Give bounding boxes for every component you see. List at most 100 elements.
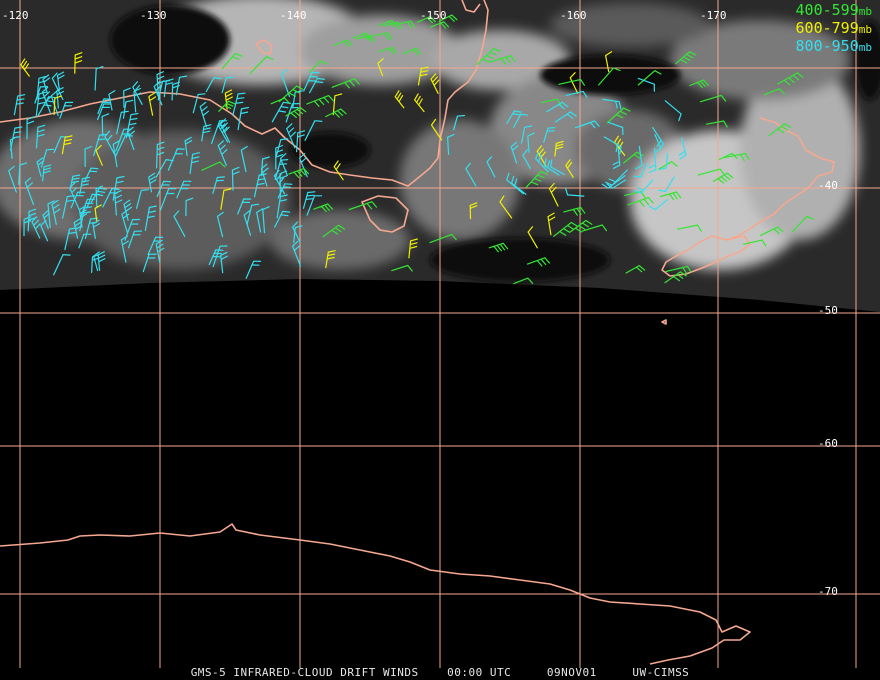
barb-shape (218, 100, 236, 112)
barb-shape (391, 264, 413, 272)
wind-barb (148, 92, 157, 116)
wind-barb (156, 180, 172, 198)
barb-shape (231, 166, 240, 191)
barb-shape (309, 77, 325, 94)
barb-shape (279, 153, 288, 177)
barb-shape (697, 168, 725, 176)
wind-barb (768, 123, 792, 137)
barb-shape (18, 162, 28, 185)
wind-barb (10, 126, 23, 151)
barb-shape (675, 51, 697, 65)
wind-barb (59, 101, 74, 119)
wind-barb (547, 212, 556, 236)
lon-label: -150 (420, 9, 447, 22)
barb-shape (633, 179, 654, 194)
barb-shape (114, 190, 123, 216)
wind-barb (217, 119, 229, 143)
barb-shape (743, 239, 767, 247)
wind-barb (648, 147, 657, 174)
wind-barb (689, 79, 709, 89)
barb-shape (163, 78, 174, 98)
barb-shape (216, 211, 224, 238)
wind-barb (86, 193, 100, 209)
wind-barb (712, 172, 734, 184)
wind-barb (221, 76, 234, 94)
wind-barb (185, 197, 194, 217)
wind-barb (429, 233, 457, 244)
barb-shape (331, 78, 360, 89)
wind-barb (325, 250, 336, 269)
wind-barb (212, 245, 228, 268)
wind-barb (56, 87, 65, 109)
barb-shape (53, 95, 62, 115)
barb-shape (513, 277, 534, 285)
barb-shape (612, 148, 621, 169)
wind-barb (26, 116, 35, 140)
barb-shape (97, 98, 112, 115)
wind-barb (121, 209, 130, 234)
legend-range: 600-799 (795, 19, 859, 37)
legend-item-800-950: 800-950mb (796, 38, 872, 56)
wind-barb (414, 93, 425, 113)
wind-barb (220, 188, 232, 210)
wind-barb (550, 159, 565, 176)
wind-barb (36, 157, 45, 177)
barb-shape (95, 185, 104, 209)
barb-shape (84, 145, 93, 167)
wind-barb (78, 205, 88, 228)
wind-barb (73, 218, 83, 239)
wind-barb (167, 148, 185, 171)
barb-shape (486, 156, 496, 178)
barb-shape (285, 106, 307, 118)
wind-barb (303, 71, 320, 92)
wind-barb (127, 126, 135, 150)
wind-barb (296, 130, 306, 153)
barb-shape (167, 148, 185, 171)
barb-shape (292, 90, 303, 108)
barb-shape (296, 130, 306, 153)
wind-barb (558, 78, 585, 86)
wind-barb (69, 182, 80, 210)
barb-shape (20, 58, 30, 77)
wind-barb (240, 145, 248, 173)
legend-item-400-599: 400-599mb (796, 2, 872, 20)
barb-shape (280, 68, 291, 97)
wind-barb (378, 19, 398, 28)
legend-unit: mb (858, 5, 872, 18)
barb-shape (627, 197, 654, 207)
wind-barb (569, 219, 593, 233)
barb-shape (581, 224, 608, 232)
barb-shape (74, 52, 83, 74)
barb-shape (41, 86, 52, 114)
wind-barb (526, 257, 551, 267)
wind-barb (125, 112, 139, 138)
barb-shape (378, 19, 398, 28)
barb-shape (658, 161, 678, 170)
barb-shape (220, 188, 232, 210)
wind-barb (278, 85, 304, 103)
image-caption: GMS-5 INFRARED-CLOUD DRIFT WINDS 00:00 U… (0, 666, 880, 679)
clear-sky-patches (110, 5, 880, 282)
wind-barb (216, 211, 224, 238)
barb-shape (554, 140, 564, 157)
wind-barb (97, 251, 106, 271)
barb-shape (31, 216, 41, 239)
wind-barb (416, 15, 436, 24)
barb-shape (274, 210, 291, 228)
wind-barb (159, 188, 177, 211)
caption-time: 00:00 UTC (447, 666, 512, 679)
wind-barb (173, 210, 186, 238)
barb-shape (637, 77, 655, 92)
wind-barb (658, 153, 668, 171)
wind-barb (243, 210, 252, 236)
barb-shape (47, 200, 55, 229)
wind-barb (633, 162, 648, 178)
wind-barb (565, 90, 588, 98)
barb-shape (488, 55, 516, 65)
barb-shape (665, 265, 692, 274)
wind-barb (84, 145, 93, 167)
barb-shape (101, 113, 110, 137)
barb-shape (237, 106, 249, 131)
wind-barb (322, 224, 345, 238)
legend-range: 400-599 (795, 1, 859, 19)
